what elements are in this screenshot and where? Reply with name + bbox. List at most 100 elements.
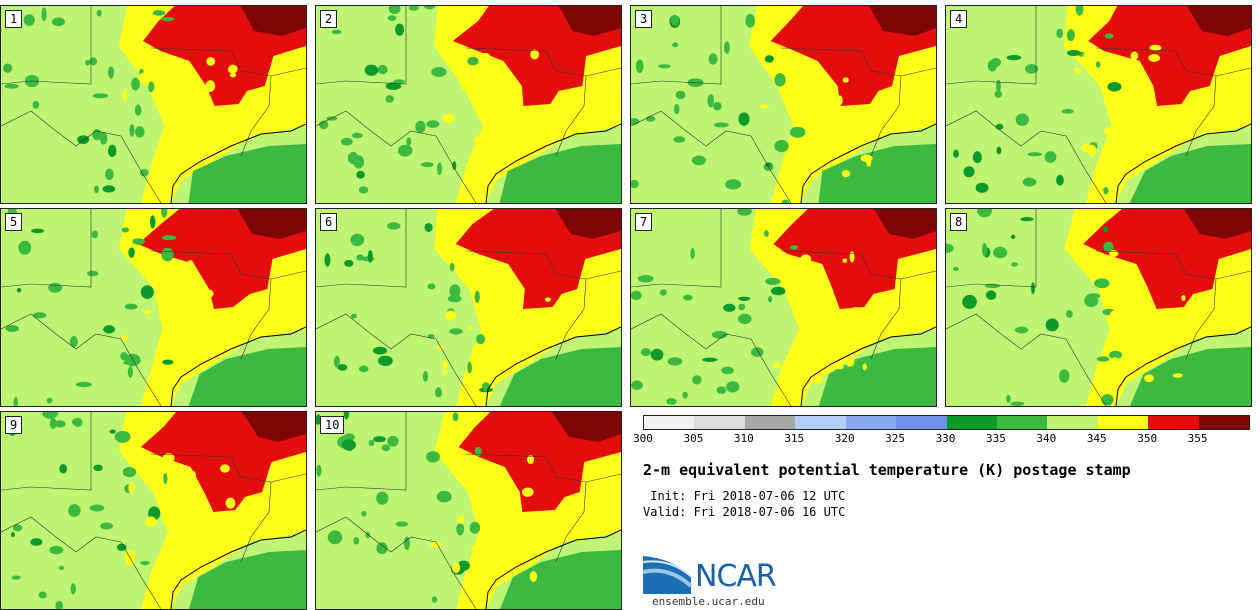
field-patch <box>443 113 455 124</box>
state-boundary <box>1095 250 1251 280</box>
field-patch <box>474 290 480 304</box>
rio-grande-border <box>946 110 1107 203</box>
field-patch <box>124 303 138 310</box>
state-boundary <box>946 6 1037 85</box>
field-335-340 <box>188 550 306 609</box>
field-patch <box>11 575 21 580</box>
field-patch <box>132 238 145 245</box>
field-335-340 <box>818 347 936 406</box>
field-patch <box>995 123 1004 130</box>
field-patch <box>333 355 340 368</box>
field-patch <box>426 451 440 463</box>
field-patch <box>723 303 736 312</box>
field-patch <box>1149 44 1162 52</box>
field-patch <box>1024 64 1039 74</box>
field-patch <box>994 90 1003 98</box>
colorbar-segment <box>1148 416 1199 429</box>
field-patch <box>519 131 531 143</box>
field-patch <box>1121 283 1129 291</box>
colorbar-segment <box>896 416 947 429</box>
field-patch <box>631 290 642 301</box>
field-patch <box>1074 67 1082 74</box>
field-patch <box>91 230 99 239</box>
field-patch <box>1104 127 1114 136</box>
field-patch <box>223 133 236 144</box>
field-patch <box>725 179 742 190</box>
field-patch <box>102 185 116 193</box>
field-patch <box>128 481 134 494</box>
field-patch <box>487 524 494 536</box>
field-patch <box>946 243 954 254</box>
gulf-coastline <box>485 529 621 609</box>
field-patch <box>185 320 190 331</box>
field-patch <box>1109 250 1119 257</box>
gulf-coastline <box>1115 123 1251 203</box>
field-patch <box>42 412 59 419</box>
field-patch <box>23 14 35 27</box>
field-patch <box>70 583 76 595</box>
field-patch <box>161 17 175 22</box>
colorbar-tick-label: 335 <box>985 432 1006 445</box>
field-patch <box>506 335 513 343</box>
state-boundary <box>316 412 407 491</box>
colorbar-tick-label: 340 <box>1036 432 1057 445</box>
field-355-plus <box>1187 6 1251 36</box>
field-patch <box>361 510 367 517</box>
field-patch <box>128 247 135 258</box>
field-patch <box>713 122 729 128</box>
field-patch <box>467 361 472 374</box>
field-patch <box>759 104 769 109</box>
field-355-plus <box>873 209 936 239</box>
field-patch <box>866 158 872 167</box>
field-patch <box>1059 369 1070 383</box>
field-patch <box>1056 28 1064 39</box>
field-patch <box>331 29 342 35</box>
colorbar-tick-label: 315 <box>784 432 805 445</box>
field-patch <box>985 290 997 300</box>
field-patch <box>350 233 365 247</box>
field-patch <box>77 135 90 145</box>
field-patch <box>953 149 959 158</box>
state-boundary <box>240 278 272 360</box>
ncar-wordmark: NCAR <box>695 559 777 594</box>
field-patch <box>1111 357 1120 369</box>
field-patch <box>103 325 115 334</box>
field-patch <box>196 335 205 341</box>
field-patch <box>1144 95 1152 104</box>
field-patch <box>143 310 152 315</box>
field-patch <box>726 381 740 393</box>
field-patch <box>138 72 150 84</box>
field-patch <box>387 435 399 447</box>
field-patch <box>737 313 752 325</box>
state-boundary <box>465 250 621 280</box>
field-patch <box>1103 241 1114 253</box>
field-patch <box>683 294 693 301</box>
field-patch <box>509 153 520 161</box>
gulf-coastline <box>1115 326 1251 406</box>
field-patch <box>140 285 154 299</box>
field-patch <box>358 186 369 194</box>
panel-label: 5 <box>5 213 23 231</box>
field-patch <box>219 324 226 336</box>
rio-grande-border <box>631 313 792 406</box>
field-patch <box>353 155 365 169</box>
field-patch <box>55 600 64 609</box>
field-patch <box>812 372 823 384</box>
field-patch <box>100 522 113 530</box>
field-patch <box>376 542 388 555</box>
panel-label: 1 <box>5 10 23 28</box>
panel-label: 2 <box>320 10 338 28</box>
field-patch <box>445 310 457 321</box>
field-patch <box>1132 293 1138 301</box>
field-patch <box>456 522 465 536</box>
field-patch <box>430 541 442 548</box>
field-patch <box>533 105 544 114</box>
field-patch <box>987 59 998 72</box>
field-patch <box>449 284 461 299</box>
field-patch <box>2 63 13 73</box>
field-patch <box>691 155 707 166</box>
field-patch <box>87 270 99 277</box>
field-patch <box>1095 61 1101 68</box>
field-patch <box>395 521 409 527</box>
field-patch <box>48 282 63 293</box>
